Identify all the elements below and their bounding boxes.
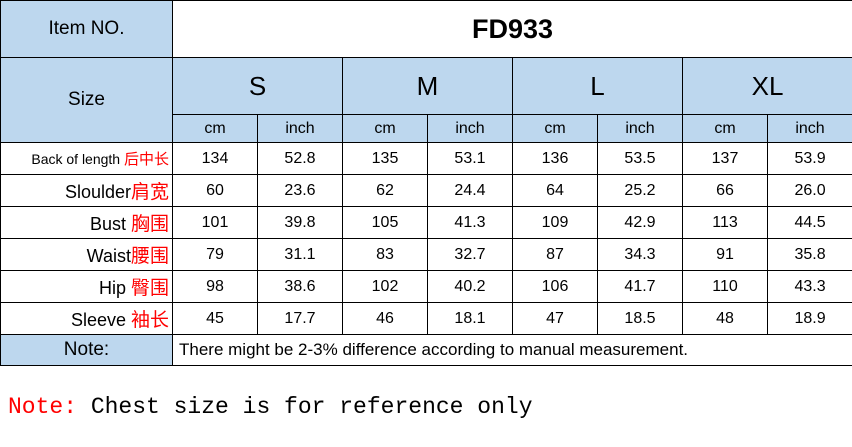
size-header-row: Size S M L XL — [0, 57, 852, 143]
measurement-row-shoulder: Sloulder肩宽 60 23.6 62 24.4 64 25.2 66 26… — [0, 174, 852, 207]
value-cell: 17.7 — [257, 302, 343, 335]
value-cell: 18.9 — [766, 302, 852, 335]
unit-header-inch: inch — [257, 114, 343, 143]
value-cell: 134 — [172, 142, 258, 175]
row-label: Bust 胸围 — [0, 206, 173, 239]
measurement-row-hip: Hip 臀围 98 38.6 102 40.2 106 41.7 110 43.… — [0, 270, 852, 303]
value-cell: 26.0 — [766, 174, 852, 207]
unit-header-cm: cm — [342, 114, 428, 143]
value-cell: 110 — [682, 270, 768, 303]
row-label: Back of length 后中长 — [0, 142, 173, 175]
value-cell: 32.7 — [427, 238, 513, 271]
value-cell: 53.1 — [427, 142, 513, 175]
row-label-cn: 臀围 — [130, 278, 169, 299]
size-label: Size — [0, 57, 173, 143]
value-cell: 105 — [342, 206, 428, 239]
unit-header-inch: inch — [597, 114, 683, 143]
unit-header-cm: cm — [512, 114, 598, 143]
row-label: Sleeve 袖长 — [0, 302, 173, 335]
row-label-cn: 袖长 — [130, 310, 169, 331]
value-cell: 34.3 — [597, 238, 683, 271]
value-cell: 106 — [512, 270, 598, 303]
size-header-l: L — [512, 57, 683, 115]
value-cell: 102 — [342, 270, 428, 303]
row-label: Waist腰围 — [0, 238, 173, 271]
value-cell: 47 — [512, 302, 598, 335]
value-cell: 109 — [512, 206, 598, 239]
value-cell: 101 — [172, 206, 258, 239]
value-cell: 79 — [172, 238, 258, 271]
size-chart-table: Item NO. FD933 Size S M L XL cm inch cm … — [0, 0, 852, 366]
size-header-m: M — [342, 57, 513, 115]
value-cell: 113 — [682, 206, 768, 239]
value-cell: 31.1 — [257, 238, 343, 271]
item-no-value: FD933 — [171, 0, 852, 58]
value-cell: 91 — [682, 238, 768, 271]
unit-header-cm: cm — [172, 114, 258, 143]
row-label-cn: 腰围 — [130, 246, 169, 267]
note-row: Note: There might be 2-3% difference acc… — [0, 334, 852, 366]
measurement-row-back-of-length: Back of length 后中长 134 52.8 135 53.1 136… — [0, 142, 852, 175]
item-no-row: Item NO. FD933 — [0, 0, 852, 58]
value-cell: 45 — [172, 302, 258, 335]
value-cell: 135 — [342, 142, 428, 175]
value-cell: 42.9 — [597, 206, 683, 239]
row-label-en: Back of length — [31, 151, 124, 167]
unit-header-inch: inch — [427, 114, 513, 143]
row-label-cn: 胸围 — [130, 214, 169, 235]
value-cell: 52.8 — [257, 142, 343, 175]
value-cell: 23.6 — [257, 174, 343, 207]
note-label: Note: — [0, 334, 173, 366]
value-cell: 40.2 — [427, 270, 513, 303]
measurement-row-waist: Waist腰围 79 31.1 83 32.7 87 34.3 91 35.8 — [0, 238, 852, 271]
unit-header-cm: cm — [682, 114, 768, 143]
value-cell: 137 — [682, 142, 768, 175]
value-cell: 25.2 — [597, 174, 683, 207]
row-label-cn: 肩宽 — [130, 182, 169, 203]
row-label-en: Sleeve — [70, 310, 131, 330]
value-cell: 39.8 — [257, 206, 343, 239]
measurement-row-bust: Bust 胸围 101 39.8 105 41.3 109 42.9 113 4… — [0, 206, 852, 239]
row-label: Hip 臀围 — [0, 270, 173, 303]
size-header-xl: XL — [681, 57, 852, 115]
value-cell: 41.3 — [427, 206, 513, 239]
value-cell: 60 — [172, 174, 258, 207]
footer-note: Note: Chest size is for reference only — [8, 394, 852, 420]
unit-header-inch: inch — [766, 114, 852, 143]
value-cell: 18.5 — [597, 302, 683, 335]
value-cell: 62 — [342, 174, 428, 207]
row-label-en: Bust — [89, 214, 131, 234]
value-cell: 48 — [682, 302, 768, 335]
value-cell: 41.7 — [597, 270, 683, 303]
value-cell: 64 — [512, 174, 598, 207]
note-text: There might be 2-3% difference according… — [171, 334, 852, 366]
value-cell: 53.5 — [597, 142, 683, 175]
value-cell: 98 — [172, 270, 258, 303]
size-header-s: S — [172, 57, 343, 115]
value-cell: 83 — [342, 238, 428, 271]
value-cell: 24.4 — [427, 174, 513, 207]
item-no-label: Item NO. — [0, 0, 173, 58]
row-label-en: Waist — [86, 246, 131, 266]
footer-note-prefix: Note: — [8, 394, 78, 420]
row-label-cn: 后中长 — [123, 151, 169, 168]
value-cell: 18.1 — [427, 302, 513, 335]
measurement-row-sleeve: Sleeve 袖长 45 17.7 46 18.1 47 18.5 48 18.… — [0, 302, 852, 335]
value-cell: 66 — [682, 174, 768, 207]
unit-header-row: cm inch cm inch cm inch cm inch — [1, 114, 852, 143]
value-cell: 53.9 — [766, 142, 852, 175]
footer-note-text: Chest size is for reference only — [77, 394, 533, 420]
value-cell: 136 — [512, 142, 598, 175]
row-label-en: Hip — [98, 278, 131, 298]
value-cell: 87 — [512, 238, 598, 271]
row-label: Sloulder肩宽 — [0, 174, 173, 207]
value-cell: 43.3 — [766, 270, 852, 303]
value-cell: 35.8 — [766, 238, 852, 271]
value-cell: 38.6 — [257, 270, 343, 303]
value-cell: 46 — [342, 302, 428, 335]
row-label-en: Sloulder — [64, 182, 131, 202]
value-cell: 44.5 — [766, 206, 852, 239]
